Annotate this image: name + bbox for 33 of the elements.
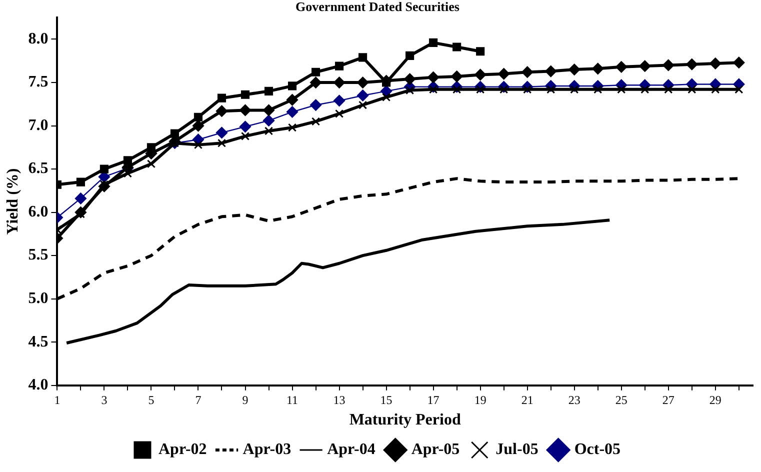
y-tick-label: 6.0: [28, 203, 48, 220]
legend-label: Apr-05: [411, 441, 460, 458]
x-tick-label: 19: [474, 392, 486, 407]
x-tick-label: 9: [242, 392, 248, 407]
y-tick-label: 5.0: [28, 290, 48, 307]
x-tick-label: 21: [521, 392, 534, 407]
legend-label: Jul-05: [496, 441, 538, 458]
x-tick-label: 27: [662, 392, 674, 407]
x-tick-label: 15: [380, 392, 392, 407]
y-tick-label: 4.0: [28, 376, 48, 394]
y-tick-label: 7.5: [28, 74, 48, 91]
y-tick-label: 6.5: [28, 160, 48, 178]
y-tick-label: 5.5: [28, 246, 48, 264]
legend-label: Apr-03: [242, 441, 292, 458]
x-tick-label: 13: [333, 392, 346, 407]
legend-label: Apr-04: [327, 441, 376, 458]
x-tick-label: 29: [709, 392, 722, 407]
y-axis-title: Yield (%): [4, 168, 22, 235]
x-tick-label: 3: [101, 392, 108, 407]
x-tick-label: 1: [54, 392, 60, 407]
x-tick-label: 17: [427, 392, 440, 407]
x-tick-label: 23: [568, 392, 580, 407]
x-tick-label: 7: [195, 392, 202, 407]
x-tick-label: 25: [615, 392, 628, 407]
chart-title: Government Dated Securities: [296, 0, 460, 14]
y-tick-label: 8.0: [28, 30, 48, 48]
legend-label: Oct-05: [574, 441, 621, 458]
legend-label: Apr-02: [158, 441, 207, 458]
y-tick-label: 4.5: [28, 333, 48, 350]
x-axis-title: Maturity Period: [349, 412, 461, 429]
x-tick-label: 11: [286, 392, 298, 407]
y-tick-label: 7.0: [28, 116, 48, 134]
x-tick-label: 5: [148, 392, 154, 407]
